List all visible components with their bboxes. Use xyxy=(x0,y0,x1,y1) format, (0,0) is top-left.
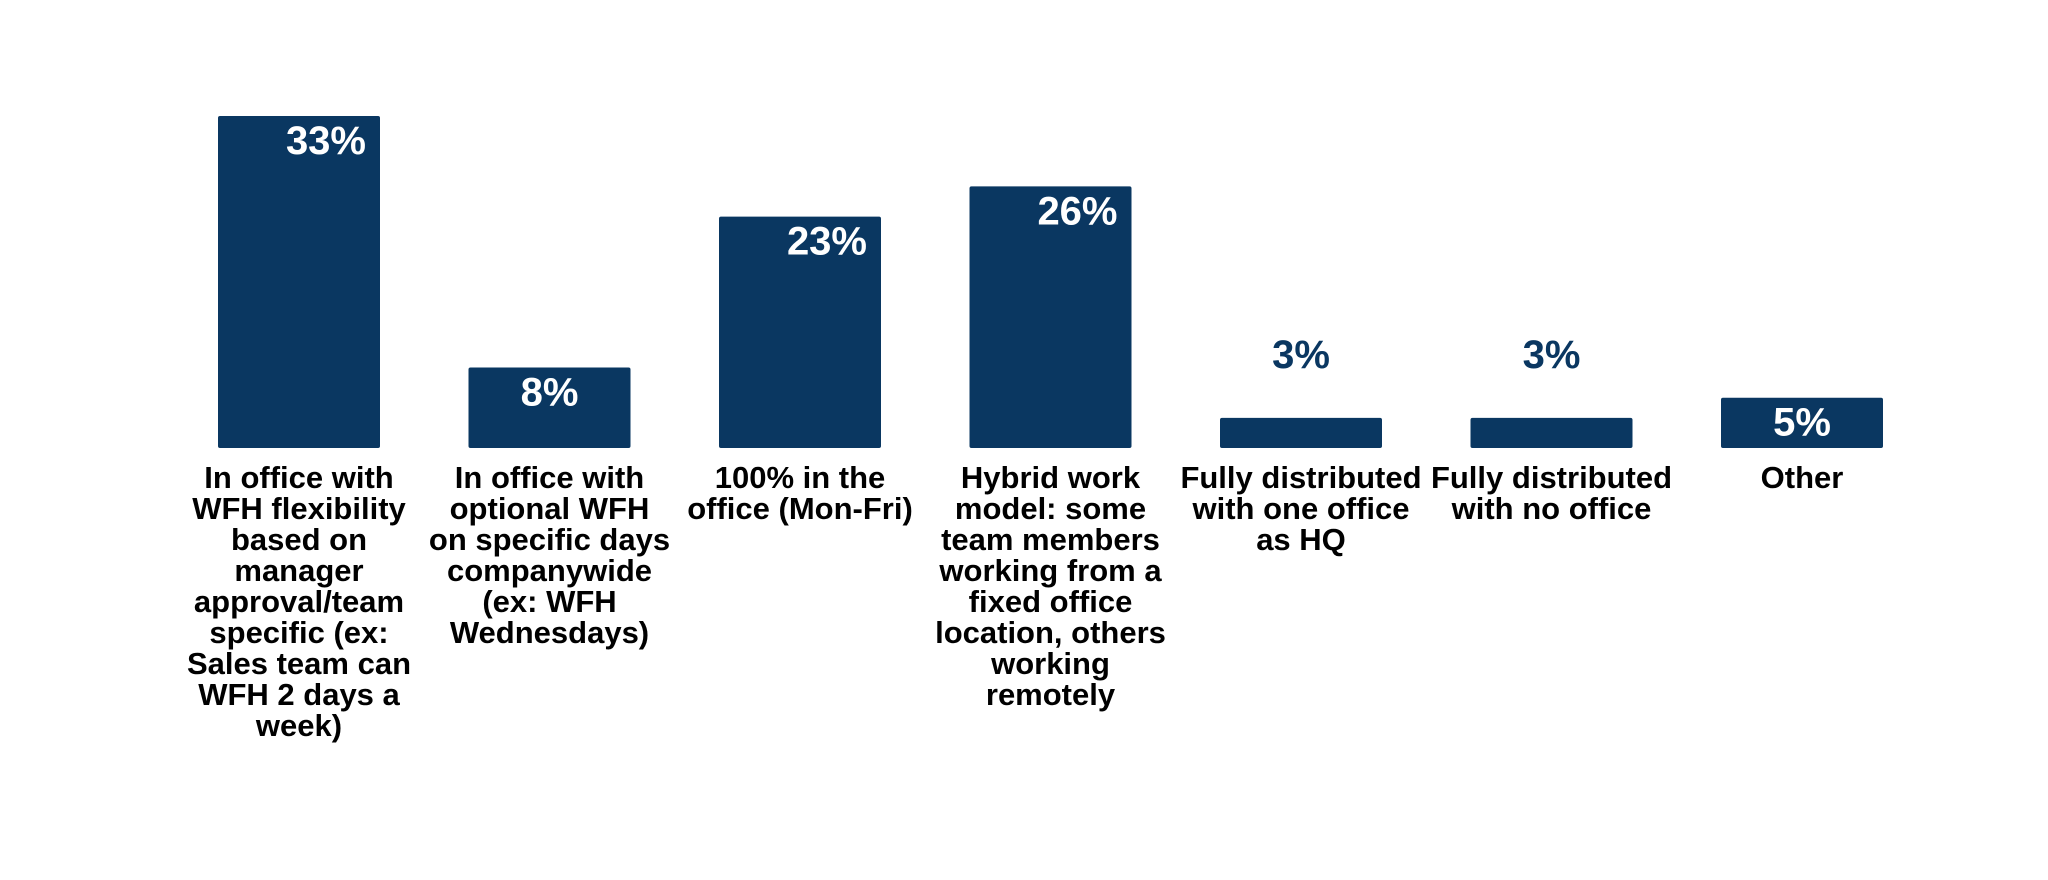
category-label-line: location, others xyxy=(935,615,1166,650)
category-label-line: Hybrid work xyxy=(961,460,1141,495)
category-label-3: 100% in the office (Mon-Fri) xyxy=(687,460,913,526)
category-label-line: working from a xyxy=(938,553,1162,588)
category-label-line: week) xyxy=(255,708,342,743)
category-label-line: WFH flexibility xyxy=(192,491,406,526)
category-label-line: optional WFH xyxy=(450,491,650,526)
category-label-line: Sales team can xyxy=(187,646,411,681)
data-label-2: 8% xyxy=(521,371,579,415)
category-label-line: model: some xyxy=(955,491,1146,526)
category-labels-group: In office with WFH flexibility based on man… xyxy=(187,460,1843,743)
category-label-line: manager xyxy=(234,553,363,588)
category-label-5: Fully distributed with one office as HQ xyxy=(1180,460,1421,557)
category-label-line: team members xyxy=(941,522,1160,557)
category-label-line: 100% in the xyxy=(715,460,886,495)
data-label-4: 26% xyxy=(1037,189,1117,233)
category-label-line: In office with xyxy=(204,460,393,495)
bar-4 xyxy=(969,186,1132,448)
category-label-line: with one office xyxy=(1192,491,1410,526)
data-label-3: 23% xyxy=(787,220,867,264)
category-label-line: on specific days xyxy=(429,522,670,557)
category-label-line: Fully distributed xyxy=(1431,460,1672,495)
category-label-line: based on xyxy=(231,522,367,557)
category-label-2: In office with optional WFH on specific da… xyxy=(429,460,670,650)
data-label-6: 3% xyxy=(1523,333,1581,377)
data-label-7: 5% xyxy=(1773,401,1831,445)
data-labels-group: 33% 8% 23% 26% 3% 3% 5% xyxy=(286,119,1831,445)
bar-6 xyxy=(1470,417,1633,448)
data-label-5: 3% xyxy=(1272,333,1330,377)
category-label-line: (ex: WFH xyxy=(482,584,616,619)
category-label-line: with no office xyxy=(1451,491,1652,526)
category-label-6: Fully distributed with no office xyxy=(1431,460,1672,526)
bars-group xyxy=(218,116,1883,448)
category-label-7: Other xyxy=(1761,460,1844,495)
category-label-line: office (Mon-Fri) xyxy=(687,491,913,526)
bar-7 xyxy=(1721,397,1883,448)
category-label-line: fixed office xyxy=(969,584,1133,619)
category-label-line: specific (ex: xyxy=(209,615,388,650)
category-label-line: working xyxy=(990,646,1110,681)
bar-5 xyxy=(1220,417,1382,448)
data-label-1: 33% xyxy=(286,119,366,163)
category-label-line: Fully distributed xyxy=(1180,460,1421,495)
category-label-line: as HQ xyxy=(1256,522,1346,557)
category-label-line: Wednesdays) xyxy=(450,615,649,650)
category-label-line: In office with xyxy=(455,460,644,495)
category-label-line: Other xyxy=(1761,460,1844,495)
bar-2 xyxy=(468,367,631,448)
bar-1 xyxy=(218,116,380,448)
category-label-line: companywide xyxy=(447,553,652,588)
category-label-line: WFH 2 days a xyxy=(198,677,400,712)
category-label-4: Hybrid work model: some team members workin… xyxy=(935,460,1166,712)
category-label-line: approval/team xyxy=(194,584,404,619)
category-label-line: remotely xyxy=(986,677,1116,712)
category-label-1: In office with WFH flexibility based on man… xyxy=(187,460,411,743)
bar-3 xyxy=(719,216,881,448)
